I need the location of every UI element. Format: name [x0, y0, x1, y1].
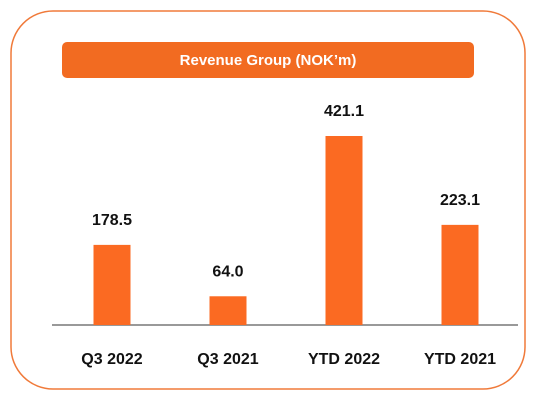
title-banner [62, 42, 474, 78]
value-label: 421.1 [324, 103, 364, 120]
bar [325, 136, 363, 325]
chart-title: Revenue Group (NOK’m) [180, 52, 357, 69]
x-tick-label: YTD 2021 [424, 351, 496, 368]
bar [209, 296, 247, 325]
value-label: 178.5 [92, 212, 132, 229]
value-label: 64.0 [212, 263, 243, 280]
value-label: 223.1 [440, 192, 480, 209]
card-frame [10, 10, 526, 390]
x-tick-label: YTD 2022 [308, 351, 380, 368]
bar [441, 224, 479, 325]
x-tick-label: Q3 2021 [197, 351, 258, 368]
x-tick-label: Q3 2022 [81, 351, 142, 368]
bar [93, 244, 131, 325]
